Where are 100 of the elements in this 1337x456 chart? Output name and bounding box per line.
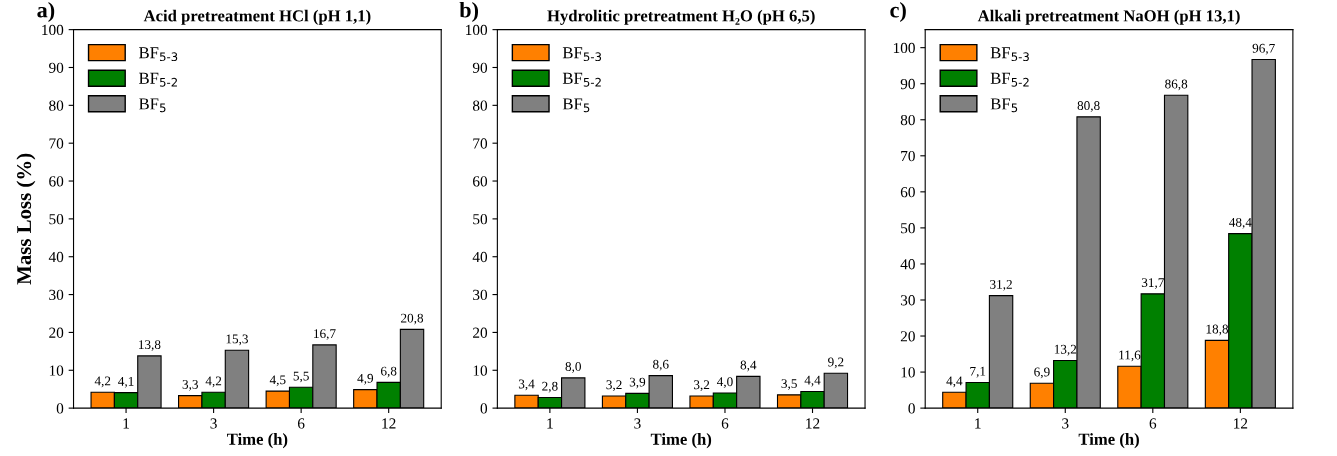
y-tick-label: 90 (49, 62, 64, 73)
data-label: 86,8 (1165, 79, 1188, 91)
y-axis-title: Mass Loss (%) (16, 153, 36, 285)
legend-label: BF$_{5}$ (139, 98, 166, 113)
y-tick-label: 50 (49, 214, 64, 225)
data-label: 3,9 (629, 377, 646, 389)
y-tick-label: 10 (473, 365, 488, 376)
data-label: 3,2 (694, 380, 710, 392)
legend-label: BF$_{5-3}$ (562, 47, 602, 62)
data-label: 6,9 (1034, 367, 1050, 379)
y-tick-label: 40 (48, 251, 64, 263)
data-label: 48,4 (1229, 217, 1252, 229)
y-tick-label: 100 (42, 24, 64, 36)
x-tick-label: 6 (721, 418, 729, 429)
data-label: 8,4 (740, 360, 757, 372)
y-tick-label: 50 (901, 223, 915, 234)
data-label: 4,2 (94, 376, 111, 388)
x-tick-label: 12 (382, 418, 396, 429)
x-axis-title: Time (h) (650, 433, 712, 449)
data-label: 4,4 (804, 375, 821, 387)
data-label: 6,8 (381, 366, 397, 378)
x-tick-label: 3 (634, 418, 641, 429)
x-tick-label: 3 (210, 418, 217, 429)
y-tick-label: 80 (900, 114, 915, 126)
y-tick-label: 40 (900, 259, 915, 270)
y-tick-label: 60 (900, 186, 915, 198)
x-tick-label: 1 (975, 418, 981, 429)
data-label: 3,4 (518, 379, 535, 391)
legend-label: BF$_{5-3}$ (139, 47, 178, 62)
data-label: 20,8 (401, 313, 424, 325)
x-tick-label: 1 (123, 418, 129, 429)
y-tick-label: 100 (466, 24, 488, 36)
data-label: 13,2 (1054, 344, 1077, 356)
data-label: 8,6 (653, 359, 669, 371)
y-tick-label: 30 (900, 295, 915, 306)
y-tick-label: 90 (900, 78, 915, 90)
y-tick-label: 80 (472, 100, 488, 111)
data-label: 4,0 (716, 377, 733, 389)
y-tick-label: 60 (473, 176, 488, 187)
y-tick-label: 70 (49, 138, 64, 149)
legend-label: BF$_{5-3}$ (990, 47, 1029, 62)
y-tick-label: 20 (49, 327, 64, 338)
data-label: 96,7 (1252, 43, 1275, 55)
data-label: 15,3 (226, 334, 248, 346)
y-tick-label: 90 (472, 62, 488, 73)
y-tick-label: 60 (49, 176, 64, 187)
y-tick-label: 100 (893, 42, 915, 54)
chart-title: Acid pretreatment HCl (pH 1,1) (143, 9, 371, 25)
x-axis-title: Time (h) (227, 433, 288, 449)
y-tick-label: 10 (901, 367, 915, 378)
data-label: 31,7 (1141, 278, 1164, 289)
data-label: 80,8 (1077, 101, 1100, 112)
data-label: 4,2 (205, 376, 222, 388)
y-tick-label: 80 (49, 100, 64, 111)
data-label: 4,4 (946, 376, 963, 388)
x-tick-label: 3 (1062, 418, 1069, 429)
x-tick-label: 12 (806, 418, 820, 429)
data-label: 9,2 (828, 357, 844, 369)
x-axis-title: Time (h) (1078, 433, 1139, 449)
text: c) (890, 1, 906, 23)
y-tick-label: 20 (900, 331, 915, 342)
data-label: 3,3 (182, 379, 198, 391)
legend-label: BF$_{5-2}$ (562, 72, 601, 87)
data-label: 5,5 (293, 371, 309, 383)
y-tick-label: 30 (473, 289, 488, 301)
data-label: 13,8 (139, 340, 161, 351)
data-label: 4,5 (269, 375, 286, 387)
data-label: 3,2 (606, 380, 622, 392)
text: a) (37, 1, 55, 23)
chart-title: Alkali pretreatment NaOH (pH 13,1) (977, 9, 1240, 25)
y-tick-label: 50 (473, 214, 488, 225)
data-label: 18,8 (1206, 324, 1229, 336)
data-label: 31,2 (990, 279, 1012, 291)
x-tick-label: 6 (297, 418, 305, 429)
x-tick-label: 6 (1149, 418, 1157, 429)
y-tick-label: 10 (49, 365, 64, 376)
y-tick-label: 40 (472, 251, 488, 263)
data-label: 11,6 (1119, 350, 1141, 362)
y-tick-label: 70 (473, 138, 488, 149)
data-label: 4,1 (118, 376, 134, 388)
data-label: 7,1 (970, 366, 986, 378)
x-tick-label: 1 (547, 418, 553, 429)
legend-label: BF$_{5}$ (990, 98, 1018, 113)
x-tick-label: 12 (1234, 418, 1248, 429)
y-tick-label: 30 (49, 289, 64, 301)
text: b) (459, 1, 479, 23)
legend-label: BF$_{5-2}$ (990, 72, 1029, 87)
legend-label: BF$_{5-2}$ (139, 72, 177, 87)
legend-label: BF$_{5}$ (562, 98, 590, 113)
data-label: 16,7 (314, 329, 336, 340)
y-tick-label: 20 (473, 327, 488, 338)
y-tick-label: 0 (908, 403, 915, 414)
y-tick-label: 70 (901, 150, 915, 162)
chart-title: Hydrolitic pretreatment H₂O (pH 6,5) (547, 9, 815, 25)
data-label: 2,8 (542, 381, 558, 393)
data-label: 4,9 (357, 373, 374, 385)
data-label: 8,0 (565, 362, 581, 373)
data-label: 3,5 (781, 379, 797, 390)
y-tick-label: 0 (56, 403, 64, 414)
y-tick-label: 0 (480, 403, 488, 414)
